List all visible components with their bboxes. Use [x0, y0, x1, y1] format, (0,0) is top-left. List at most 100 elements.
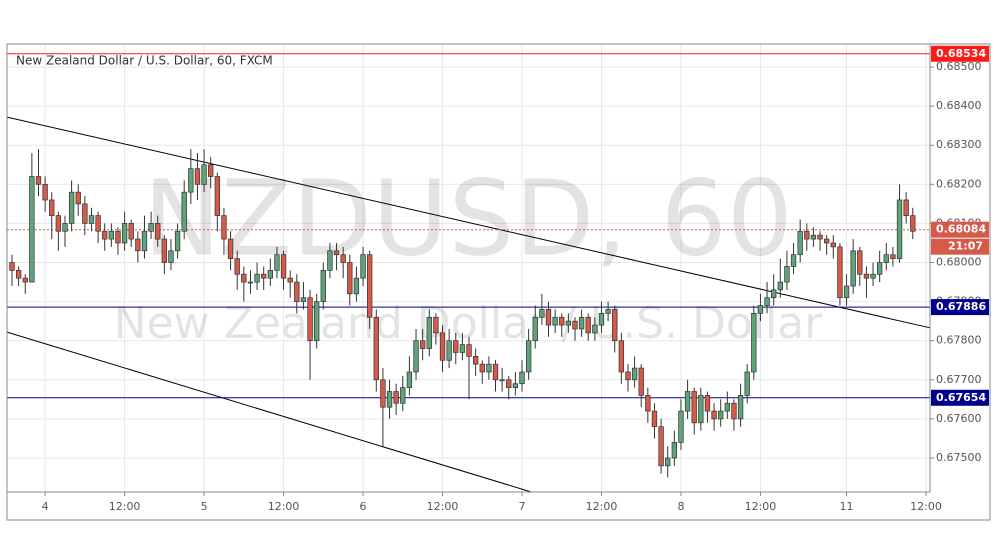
- candle-body: [737, 395, 744, 420]
- candle-body: [188, 168, 194, 193]
- candle-body: [883, 254, 889, 263]
- candle-body: [148, 223, 154, 232]
- candle-body: [506, 379, 512, 388]
- candle-body: [605, 309, 611, 314]
- candle-body: [519, 371, 525, 385]
- candle-body: [320, 269, 326, 302]
- candle-body: [810, 234, 817, 240]
- candles: [9, 149, 916, 478]
- candle-body: [532, 316, 538, 342]
- candle-body: [790, 254, 797, 267]
- watermark-subtitle: New Zealand Dollar / U.S. Dollar: [114, 298, 824, 349]
- candle-body: [353, 277, 360, 295]
- candle-body: [88, 215, 95, 224]
- candle-body: [459, 344, 466, 353]
- candle-body: [135, 238, 141, 252]
- candle-body: [360, 254, 366, 279]
- candle-body: [711, 410, 717, 420]
- candle-body: [55, 215, 62, 232]
- candle-body: [108, 230, 115, 240]
- candle-body: [373, 316, 379, 381]
- candle-body: [525, 340, 532, 373]
- candle-body: [300, 297, 307, 302]
- candle-body: [592, 324, 598, 334]
- candle-body: [221, 215, 227, 240]
- candle-body: [35, 176, 42, 185]
- x-tick-label: 12:00: [427, 500, 459, 513]
- candle-body: [863, 273, 870, 279]
- candle-body: [704, 395, 711, 412]
- candle-body: [161, 238, 168, 263]
- candle-body: [552, 316, 558, 326]
- candle-body: [903, 199, 909, 216]
- price-label: 0.68534: [936, 47, 986, 60]
- candle-body: [155, 223, 161, 240]
- x-tick-label: 11: [840, 500, 854, 513]
- candle-body: [559, 316, 565, 326]
- candle-body: [598, 312, 605, 326]
- candle-body: [658, 426, 664, 467]
- candle-body: [128, 223, 134, 240]
- candle-body: [419, 340, 426, 349]
- candle-body: [227, 238, 234, 259]
- y-tick-label: 0.67700: [936, 373, 982, 386]
- candle-body: [638, 367, 644, 396]
- candle-body: [731, 402, 737, 420]
- y-tick-label: 0.68500: [936, 60, 982, 73]
- candle-body: [241, 273, 247, 283]
- candle-body: [22, 277, 28, 283]
- candle-body: [612, 309, 618, 342]
- candle-body: [433, 316, 439, 334]
- countdown-label: 21:07: [948, 240, 983, 253]
- candle-body: [466, 344, 472, 357]
- price-label: 0.67654: [936, 391, 986, 404]
- candle-body: [850, 250, 856, 287]
- candle-body: [572, 320, 578, 330]
- candle-body: [29, 176, 35, 283]
- candle-body: [9, 262, 15, 271]
- candle-body: [631, 367, 638, 381]
- candle-body: [254, 273, 260, 283]
- candle-body: [757, 305, 764, 314]
- candle-body: [771, 289, 777, 299]
- x-tick-label: 12:00: [745, 500, 777, 513]
- candle-body: [15, 269, 22, 279]
- candle-body: [95, 215, 101, 232]
- candle-body: [261, 273, 267, 279]
- candle-body: [115, 230, 121, 244]
- candle-body: [718, 410, 724, 420]
- candle-body: [625, 371, 631, 381]
- price-label-box: [931, 45, 989, 62]
- candle-body: [280, 254, 287, 279]
- candle-body: [274, 254, 280, 271]
- candle-body: [181, 191, 187, 232]
- x-tick-label: 6: [360, 500, 367, 513]
- candle-body: [380, 379, 386, 408]
- candle-body: [764, 297, 770, 306]
- x-tick-label: 5: [201, 500, 208, 513]
- candle-body: [724, 402, 730, 412]
- candle-body: [499, 379, 505, 382]
- candle-body: [472, 355, 479, 365]
- candle-body: [684, 391, 691, 412]
- candle-body: [651, 410, 658, 428]
- candle-body: [698, 395, 704, 424]
- candle-body: [870, 273, 876, 279]
- y-tick-label: 0.67600: [936, 412, 982, 425]
- candle-body: [890, 254, 896, 259]
- candle-body: [426, 316, 432, 349]
- candle-body: [751, 312, 757, 373]
- x-tick-label: 12:00: [586, 500, 618, 513]
- candle-body: [453, 340, 459, 353]
- candle-body: [327, 250, 333, 271]
- candle-body: [393, 391, 399, 404]
- candle-body: [121, 223, 128, 244]
- candle-body: [406, 371, 413, 388]
- candle-body: [744, 371, 750, 396]
- candle-body: [366, 254, 373, 318]
- candle-body: [618, 340, 625, 373]
- candle-body: [62, 223, 68, 232]
- candle-body: [804, 230, 810, 240]
- y-tick-label: 0.68200: [936, 177, 982, 190]
